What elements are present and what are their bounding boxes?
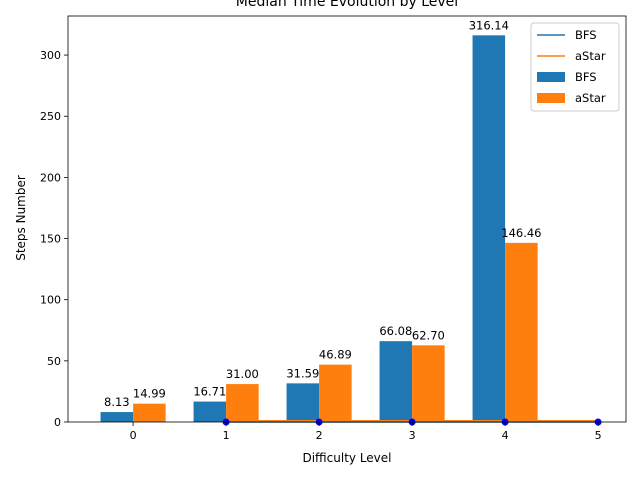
bar-bfs-0	[100, 412, 134, 422]
bar-astar-4	[505, 242, 538, 422]
bar-astar-2	[319, 364, 352, 422]
y-tick-label-4: 200	[40, 171, 61, 184]
y-tick-label-6: 300	[40, 49, 61, 62]
legend-bar-swatch-2	[537, 72, 565, 82]
x-tick-label-1: 1	[223, 429, 230, 442]
data-label-astar-4: 146.46	[501, 226, 541, 240]
legend-box	[530, 22, 620, 112]
y-tick-label-0: 0	[54, 416, 61, 429]
data-label-astar-0: 14.99	[133, 387, 166, 401]
y-axis-label: Steps Number	[14, 175, 28, 261]
bar-bfs-1	[193, 401, 227, 422]
bar-bfs-2	[286, 383, 320, 422]
data-label-astar-1: 31.00	[226, 367, 259, 381]
bar-bfs-3	[379, 341, 413, 422]
data-label-bfs-2: 31.59	[286, 366, 319, 380]
data-label-astar-2: 46.89	[319, 348, 352, 362]
bar-astar-3	[412, 345, 445, 422]
x-axis-label: Difficulty Level	[302, 451, 391, 465]
bar-bfs-4	[472, 35, 506, 423]
data-label-astar-3: 62.70	[412, 328, 445, 342]
bar-astar-1	[226, 384, 259, 422]
legend-label-3: aStar	[575, 91, 606, 105]
legend-label-1: aStar	[575, 49, 606, 63]
chart-title: Median Time Evolution by Level	[236, 0, 458, 10]
y-tick-label-1: 50	[47, 355, 61, 368]
bar-astar-0	[133, 403, 166, 422]
x-tick-label-4: 4	[502, 429, 509, 442]
legend-label-0: BFS	[575, 28, 597, 42]
x-tick-label-3: 3	[409, 429, 416, 442]
legend-label-2: BFS	[575, 70, 597, 84]
x-tick-label-0: 0	[130, 429, 137, 442]
data-label-bfs-4: 316.14	[469, 18, 509, 32]
x-tick-label-5: 5	[595, 429, 602, 442]
data-label-bfs-0: 8.13	[104, 395, 130, 409]
data-label-bfs-3: 66.08	[379, 324, 412, 338]
x-tick-label-2: 2	[316, 429, 323, 442]
legend: BFS aStar BFS aStar	[530, 22, 620, 112]
plot-area: 8.13 16.71 31.59 66.08 316.14 14.99 31.00 46.89…	[100, 18, 602, 426]
y-tick-label-3: 150	[40, 233, 61, 246]
y-tick-label-2: 100	[40, 294, 61, 307]
data-label-bfs-1: 16.71	[193, 385, 226, 399]
axes-frame	[67, 15, 627, 423]
y-tick-label-5: 250	[40, 110, 61, 123]
legend-bar-swatch-3	[537, 93, 565, 103]
